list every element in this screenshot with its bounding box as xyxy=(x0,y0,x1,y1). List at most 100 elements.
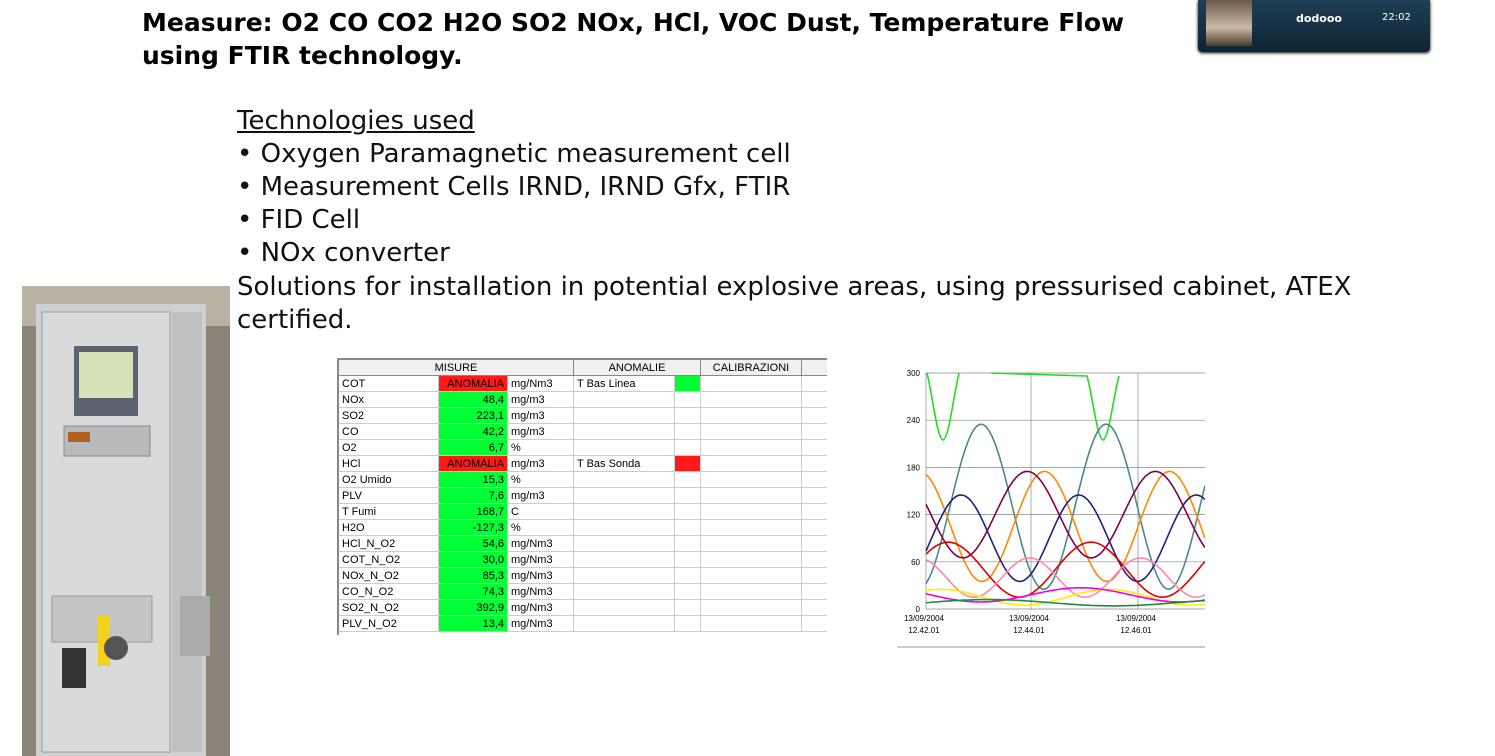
row-anomaly-flag xyxy=(675,472,701,488)
row-calib xyxy=(701,568,802,584)
row-unit: C xyxy=(508,504,574,520)
row-calib xyxy=(701,584,802,600)
row-unit: % xyxy=(508,440,574,456)
row-extra xyxy=(802,536,827,552)
trend-chart: 0 60 120 180 240 300 13/09/2004 12.42.01 13/09/2… xyxy=(897,358,1205,650)
cabinet-photo xyxy=(22,286,230,756)
row-value: 223,1 xyxy=(439,408,508,424)
row-extra xyxy=(802,616,827,632)
bullet: • FID Cell xyxy=(237,205,361,235)
row-calib xyxy=(701,616,802,632)
row-name: H2O xyxy=(339,520,439,536)
row-unit: mg/Nm3 xyxy=(508,376,574,392)
row-name: PLV xyxy=(339,488,439,504)
row-anomaly-flag xyxy=(675,408,701,424)
row-value: 85,3 xyxy=(439,568,508,584)
row-anomaly xyxy=(574,616,675,632)
row-name: COT_N_O2 xyxy=(339,552,439,568)
row-calib xyxy=(701,408,802,424)
row-anomaly xyxy=(574,520,675,536)
section-title: Technologies used xyxy=(237,106,475,136)
row-anomaly xyxy=(574,424,675,440)
time: 22:02 xyxy=(1382,12,1411,23)
paragraph: Solutions for installation in potential … xyxy=(237,272,1352,335)
row-value: ANOMALIA xyxy=(439,376,508,392)
row-anomaly xyxy=(574,408,675,424)
row-value: 54,6 xyxy=(439,536,508,552)
row-anomaly-flag xyxy=(675,552,701,568)
row-anomaly xyxy=(574,392,675,408)
row-anomaly xyxy=(574,504,675,520)
row-value: 15,3 xyxy=(439,472,508,488)
y-tick-label: 240 xyxy=(907,416,921,425)
trend-curve xyxy=(925,494,1205,583)
trend-curve xyxy=(926,372,960,441)
row-anomaly-flag xyxy=(675,616,701,632)
trend-curve xyxy=(925,587,1205,603)
row-name: PLV_N_O2 xyxy=(339,616,439,632)
measure-table: MISURE ANOMALIE CALIBRAZIONI COT ANOMALIA mg/… xyxy=(337,358,827,635)
row-value: 7,6 xyxy=(439,488,508,504)
row-unit: % xyxy=(508,520,574,536)
row-name: T Fumi xyxy=(339,504,439,520)
row-anomaly-flag xyxy=(675,488,701,504)
row-calib xyxy=(701,552,802,568)
row-unit: mg/Nm3 xyxy=(508,584,574,600)
row-name: O2 xyxy=(339,440,439,456)
row-unit: mg/Nm3 xyxy=(508,552,574,568)
row-extra xyxy=(802,472,827,488)
row-anomaly-flag xyxy=(675,424,701,440)
y-tick-label: 120 xyxy=(907,511,921,520)
row-calib xyxy=(701,456,802,472)
row-unit: mg/m3 xyxy=(508,408,574,424)
row-unit: mg/m3 xyxy=(508,456,574,472)
trend-curve xyxy=(925,541,1205,599)
row-anomaly-flag xyxy=(675,504,701,520)
row-anomaly xyxy=(574,552,675,568)
row-value: 13,4 xyxy=(439,616,508,632)
y-tick-label: 0 xyxy=(916,605,921,614)
bullet: • NOx converter xyxy=(237,238,450,268)
row-extra xyxy=(802,456,827,472)
row-calib xyxy=(701,536,802,552)
row-calib xyxy=(701,424,802,440)
y-tick-label: 60 xyxy=(911,558,920,567)
row-anomaly-flag xyxy=(675,600,701,616)
header-cell: ANOMALIE xyxy=(574,360,701,376)
row-extra xyxy=(802,392,827,408)
trend-curve xyxy=(925,557,1205,599)
row-unit: % xyxy=(508,472,574,488)
row-value: 48,4 xyxy=(439,392,508,408)
row-name: SO2_N_O2 xyxy=(339,600,439,616)
row-anomaly-flag xyxy=(675,392,701,408)
x-tick-date: 13/09/2004 xyxy=(904,614,945,623)
row-unit: mg/m3 xyxy=(508,392,574,408)
row-name: CO xyxy=(339,424,439,440)
row-extra xyxy=(802,488,827,504)
row-unit: mg/Nm3 xyxy=(508,568,574,584)
row-value: 6,7 xyxy=(439,440,508,456)
user-overlay[interactable]: dodooo 22:02 xyxy=(1198,0,1430,52)
row-anomaly: T Bas Sonda xyxy=(574,456,675,472)
row-calib xyxy=(701,376,802,392)
trend-curve xyxy=(925,470,1205,583)
row-calib xyxy=(701,488,802,504)
row-extra xyxy=(802,376,827,392)
header-cell xyxy=(802,360,827,376)
header-cell: MISURE xyxy=(339,360,574,376)
row-value: 168,7 xyxy=(439,504,508,520)
row-name: NOx_N_O2 xyxy=(339,568,439,584)
row-value: -127,3 xyxy=(439,520,508,536)
row-name: HCl xyxy=(339,456,439,472)
row-unit: mg/m3 xyxy=(508,424,574,440)
row-value: 42,2 xyxy=(439,424,508,440)
row-name: COT xyxy=(339,376,439,392)
row-name: CO_N_O2 xyxy=(339,584,439,600)
row-anomaly-flag xyxy=(675,520,701,536)
trend-curve xyxy=(925,470,1205,559)
row-anomaly xyxy=(574,584,675,600)
row-name: O2 Umido xyxy=(339,472,439,488)
x-tick-time: 12.44.01 xyxy=(1013,626,1045,635)
row-anomaly: T Bas Linea xyxy=(574,376,675,392)
